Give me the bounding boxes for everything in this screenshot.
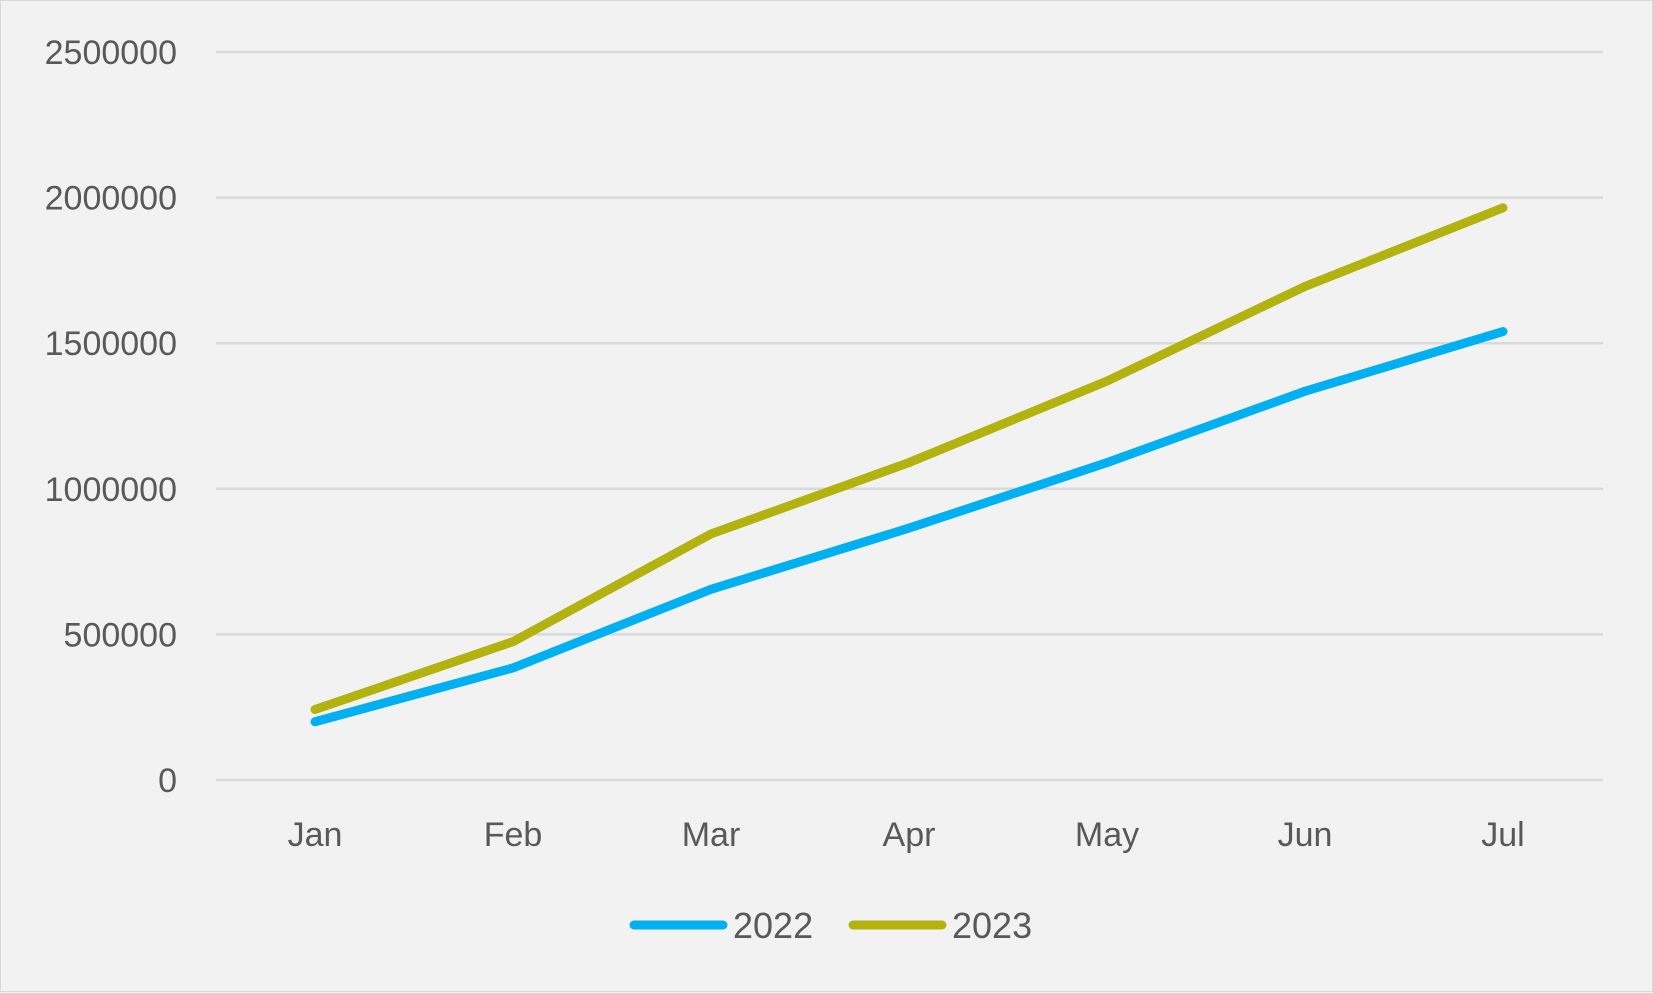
- y-tick-label: 1000000: [45, 471, 177, 509]
- x-tick-label: Jul: [1481, 816, 1524, 854]
- y-tick-label: 500000: [64, 616, 177, 654]
- series-line-2022: [310, 327, 1508, 727]
- y-tick-label: 2000000: [45, 180, 177, 218]
- series-line-2023: [310, 203, 1508, 715]
- x-tick-label: Feb: [484, 816, 543, 854]
- x-tick-label: May: [1075, 816, 1139, 854]
- y-axis-tick-labels: 0 500000 1000000 1500000 2000000 2500000: [45, 34, 177, 800]
- legend-label-2022: 2022: [733, 905, 813, 946]
- legend-label-2023: 2023: [952, 905, 1032, 946]
- x-tick-label: Apr: [883, 816, 936, 854]
- y-tick-label: 2500000: [45, 34, 177, 72]
- y-tick-label: 0: [158, 762, 177, 800]
- series-lines: [310, 203, 1508, 727]
- x-tick-label: Mar: [682, 816, 741, 854]
- legend: 2022 2023: [629, 905, 1032, 946]
- y-tick-label: 1500000: [45, 325, 177, 363]
- x-tick-label: Jun: [1278, 816, 1333, 854]
- x-tick-label: Jan: [288, 816, 343, 854]
- x-axis-tick-labels: Jan Feb Mar Apr May Jun Jul: [288, 816, 1525, 854]
- gridlines: [216, 50, 1603, 782]
